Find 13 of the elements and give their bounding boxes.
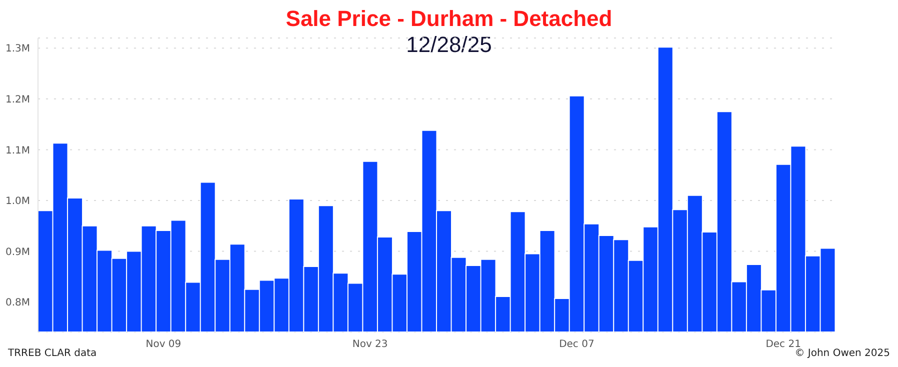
x-tick-label: Nov 09 bbox=[146, 339, 182, 350]
text: © John Owen 2025 bbox=[794, 348, 890, 359]
chart-subtitle: 12/28/25 bbox=[406, 32, 492, 57]
chart-title: Sale Price - Durham - Detached bbox=[284, 6, 614, 32]
x-tick-label: Dec 07 bbox=[559, 339, 594, 350]
y-tick-label: 1.3M bbox=[5, 44, 30, 55]
y-tick-label: 0.8M bbox=[5, 298, 30, 309]
x-tick-label: Nov 23 bbox=[352, 339, 388, 350]
y-tick-label: 1.0M bbox=[5, 196, 30, 208]
y-tick-label: 1.1M bbox=[5, 145, 30, 156]
y-tick-label: 0.9M bbox=[5, 246, 30, 258]
text: TRREB CLAR data bbox=[8, 348, 97, 359]
y-tick-label: 1.2M bbox=[5, 94, 30, 106]
